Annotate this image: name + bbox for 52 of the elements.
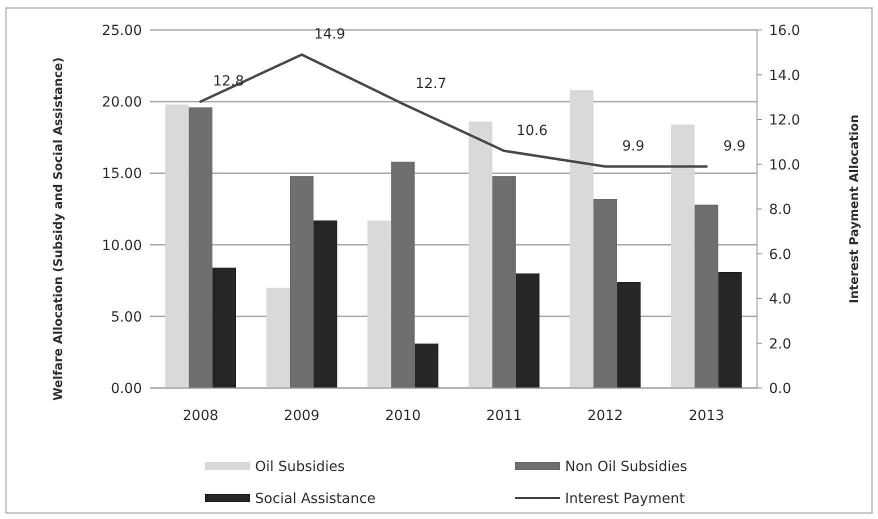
line-series [199,53,708,168]
legend-label: Interest Payment [565,491,686,507]
bar [290,176,314,388]
y-tick-label: 5.00 [110,309,142,326]
y-tick-label: 15.00 [102,166,142,182]
x-tick-label: 2012 [587,408,624,424]
bar [718,272,742,388]
x-tick-label: 2013 [688,408,724,424]
bar [391,162,415,388]
data-label: 10.6 [516,122,548,139]
bar [593,198,618,388]
y2-tick-label: 16.0 [769,23,800,39]
y-tick-label: 0.00 [110,381,142,397]
y2-axis-title: Interest Payment Allocation [847,114,861,304]
x-tick-label: 2010 [385,408,421,424]
y2-tick-label: 6.0 [769,246,792,263]
bar [468,122,492,388]
legend-label: Oil Subsidies [255,459,345,475]
y-tick-label: 20.00 [102,94,142,111]
y-tick-label: 25.00 [102,23,142,39]
bar [165,104,189,388]
x-tick-label: 2011 [486,408,522,424]
x-tick-label: 2008 [182,408,218,424]
data-label: 14.9 [314,26,346,43]
y2-tick-label: 8.0 [769,202,792,218]
bar [570,90,594,388]
bar [414,344,438,388]
data-label: 12.8 [212,74,244,90]
bar [212,268,236,388]
bar [671,124,695,388]
y-tick-label: 10.00 [102,238,142,254]
data-label: 9.9 [622,138,644,154]
legend-label: Social Assistance [255,491,376,507]
bar [492,176,516,388]
bar [314,220,338,388]
y2-tick-label: 12.0 [769,112,800,128]
bar [516,273,540,388]
bar [188,107,212,388]
bar [368,220,392,388]
y2-tick-label: 4.0 [769,292,792,308]
y2-tick-label: 10.0 [769,157,800,174]
legend-label: Non Oil Subsidies [565,459,688,475]
bar [266,288,290,388]
x-tick-label: 2009 [284,408,320,424]
y-axis-title: Welfare Allocation (Subsidy and Social Assistance) [51,57,65,401]
bar [694,204,718,388]
data-label: 12.7 [415,76,447,92]
bar [617,282,641,388]
y2-tick-label: 2.0 [769,336,792,352]
y2-tick-label: 0.0 [769,381,792,397]
data-label: 9.9 [723,138,746,154]
y2-tick-label: 14.0 [769,68,800,84]
